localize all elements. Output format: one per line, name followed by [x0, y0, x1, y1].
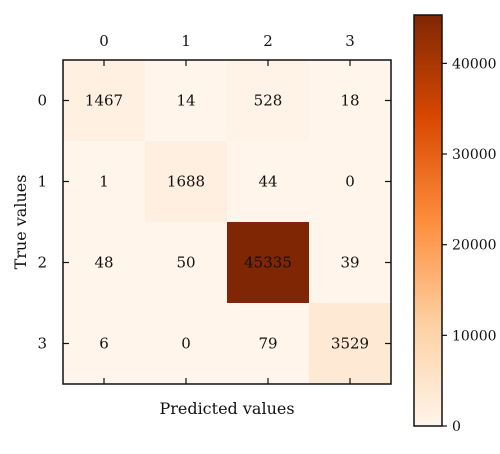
heatmap-cell-labels: 1467 14 528 18 1 1688 44 0 48 50 45335 39 6 0 79 3529 — [85, 92, 369, 353]
cell-value-label: 0 — [345, 173, 355, 191]
cell-value-label: 44 — [258, 173, 277, 191]
y-tick-label: 0 — [37, 92, 47, 110]
x-tick-label: 3 — [345, 32, 355, 50]
colorbar — [413, 14, 443, 427]
heatmap-cell — [309, 141, 392, 223]
cell-value-label: 48 — [94, 254, 113, 272]
x-tick-label: 0 — [99, 32, 109, 50]
cell-value-label: 50 — [176, 254, 195, 272]
cell-value-label: 1467 — [85, 92, 123, 110]
cell-value-label: 79 — [258, 335, 277, 353]
heatmap-cell — [227, 222, 310, 304]
colorbar-tick-label: 20000 — [452, 238, 497, 254]
x-axis-title: Predicted values — [159, 399, 294, 418]
cell-value-label: 14 — [176, 92, 195, 110]
heatmap-cell — [145, 303, 228, 385]
heatmap-cell — [309, 222, 392, 304]
colorbar-tick-label: 10000 — [452, 328, 497, 344]
cell-value-label: 1688 — [167, 173, 205, 191]
heatmap-cell — [63, 141, 146, 223]
cell-value-label: 528 — [254, 92, 283, 110]
y-tick-label: 2 — [37, 254, 47, 272]
y-axis-title: True values — [11, 175, 30, 270]
heatmap-cell — [63, 60, 146, 142]
heatmap-cells — [63, 60, 392, 385]
colorbar-tick-label: 0 — [452, 419, 461, 435]
cell-value-label: 45335 — [244, 254, 292, 272]
cell-value-label: 1 — [99, 173, 109, 191]
cell-value-label: 39 — [340, 254, 359, 272]
cell-value-label: 6 — [99, 335, 109, 353]
y-axis-ticks: 0 1 2 3 — [37, 92, 391, 353]
heatmap-cell — [309, 303, 392, 385]
heatmap-cell — [227, 141, 310, 223]
colorbar-tick-label: 30000 — [452, 147, 497, 163]
plot-frame — [62, 59, 392, 385]
heatmap-cell — [145, 141, 228, 223]
colorbar-ticks: 0 10000 20000 30000 40000 — [442, 56, 497, 435]
cell-value-label: 3529 — [331, 335, 369, 353]
heatmap-cell — [63, 222, 146, 304]
heatmap-cell — [145, 222, 228, 304]
y-tick-label: 3 — [37, 335, 47, 353]
cell-value-label: 18 — [340, 92, 359, 110]
colorbar-tick-label: 40000 — [452, 56, 497, 72]
y-tick-label: 1 — [37, 173, 47, 191]
x-axis-ticks: 0 1 2 3 — [99, 32, 355, 384]
heatmap-cell — [227, 303, 310, 385]
heatmap-cell — [227, 60, 310, 142]
heatmap-cell — [63, 303, 146, 385]
heatmap-cell — [309, 60, 392, 142]
heatmap-cell — [145, 60, 228, 142]
x-tick-label: 1 — [181, 32, 191, 50]
x-tick-label: 2 — [263, 32, 273, 50]
cell-value-label: 0 — [181, 335, 191, 353]
